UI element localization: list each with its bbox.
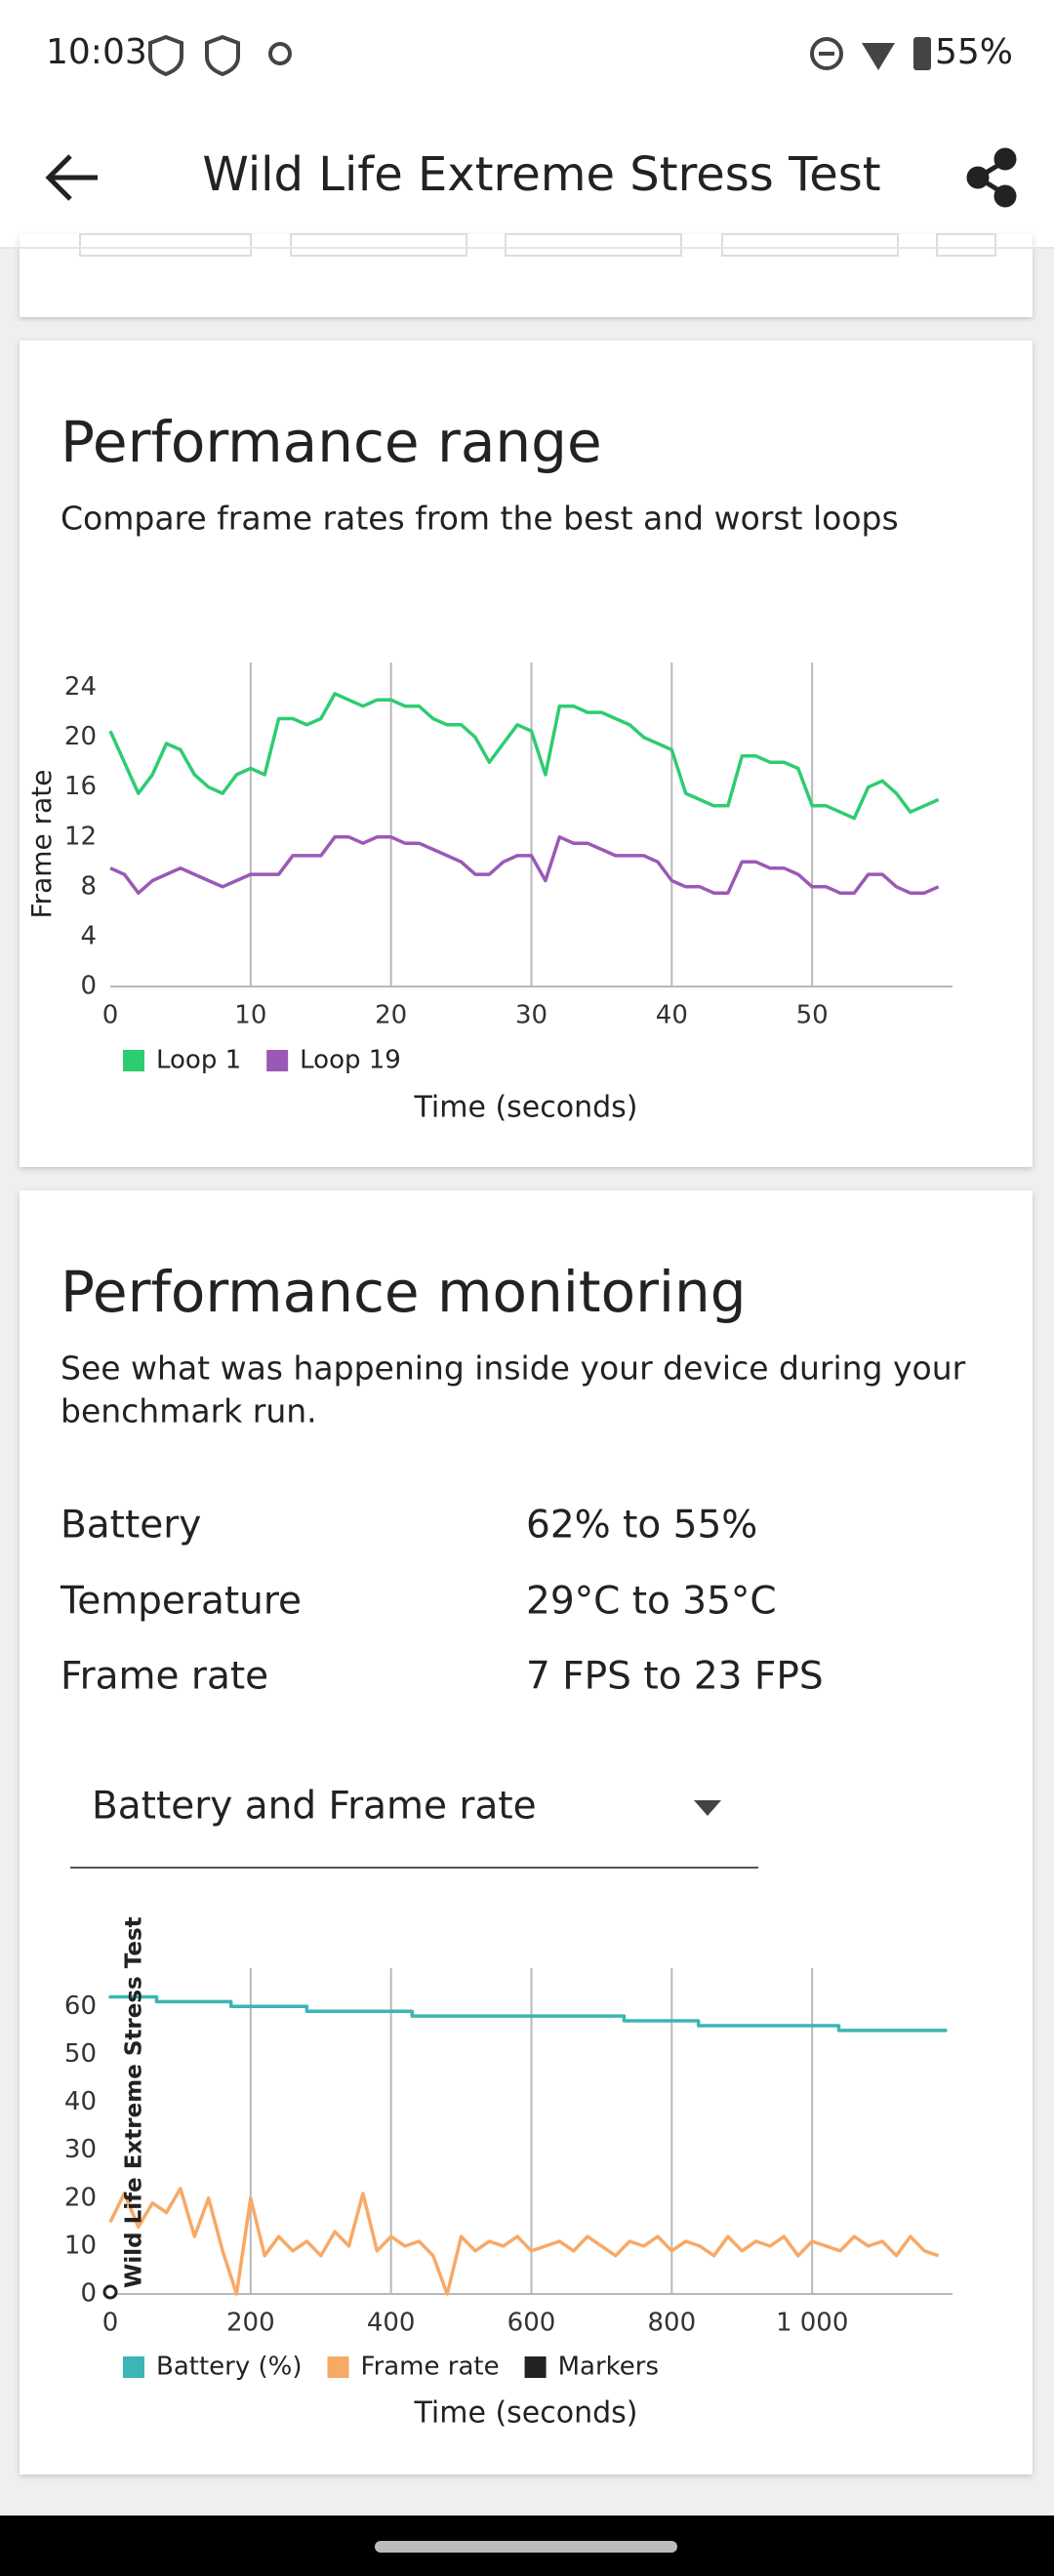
marker: [102, 2284, 118, 2300]
app-title: Wild Life Extreme Stress Test: [202, 147, 880, 202]
dropdown-arrow: [694, 1800, 721, 1816]
row-value: 7 FPS to 23 FPS: [526, 1655, 824, 1699]
y-tick-label: 0: [80, 972, 97, 1001]
y-tick-label: 50: [64, 2039, 97, 2069]
monitoring-title: Performance monitoring: [61, 1259, 747, 1325]
x-tick-label: 0: [102, 2309, 119, 2338]
legend-swatch: [524, 2356, 547, 2378]
dropdown-value: Battery and Frame rate: [92, 1785, 537, 1829]
row-value: 62% to 55%: [526, 1504, 757, 1548]
x-axis-label: Time (seconds): [414, 1091, 638, 1125]
monitoring-subtitle: See what was happening inside your devic…: [61, 1349, 966, 1388]
y-axis-label: Frame rate: [25, 769, 58, 918]
y-tick-label: 20: [64, 722, 97, 751]
x-axis-label: Time (seconds): [414, 2396, 638, 2431]
monitoring-subtitle: benchmark run.: [61, 1392, 317, 1430]
y-tick-label: 20: [64, 2183, 97, 2212]
charts: 0 10 20 30 40 50 0 4 8 12 16 20 24 Frame rate Loop 1 Lo…: [25, 663, 953, 2431]
x-tick-label: 50: [796, 1001, 829, 1030]
legend-swatch: [327, 2356, 349, 2378]
y-tick-label: 30: [64, 2135, 97, 2164]
range-title: Performance range: [61, 409, 602, 475]
x-tick-label: 10: [234, 1001, 266, 1030]
x-tick-label: 30: [515, 1001, 547, 1030]
y-tick-label: 8: [80, 871, 97, 901]
series-line: [109, 835, 940, 895]
marker-label: Wild Life Extreme Stress Test: [122, 1916, 147, 2288]
y-tick-label: 16: [64, 772, 97, 801]
home-pill[interactable]: [375, 2541, 677, 2553]
status-time: 10:03: [46, 32, 147, 72]
series-line: [108, 2187, 940, 2296]
status-icons: [148, 34, 843, 77]
wifi-icon: [862, 43, 895, 70]
y-tick-label: 4: [80, 921, 97, 950]
row-label: Battery: [61, 1504, 201, 1548]
range-subtitle: Compare frame rates from the best and wo…: [61, 500, 899, 538]
x-tick-label: 20: [375, 1001, 407, 1030]
top-bar-bg: [0, 0, 1054, 247]
legend-label: Frame rate: [361, 2353, 500, 2382]
y-tick-label: 12: [64, 822, 97, 851]
battery-icon: [913, 37, 931, 70]
tab-remnants: [79, 233, 996, 257]
legend-label: Loop 19: [300, 1046, 401, 1075]
legend-label: Loop 1: [156, 1046, 241, 1075]
y-tick-label: 10: [64, 2231, 97, 2260]
range-card: [20, 341, 1033, 1167]
app-bar-divider: [0, 247, 1054, 249]
row-label: Temperature: [60, 1580, 302, 1624]
row-label: Frame rate: [61, 1655, 268, 1699]
y-tick-label: 0: [80, 2279, 97, 2309]
chart: 0 200 400 600 800 1 000 0 10 20 30 40 50 60 Wild Life…: [64, 1916, 953, 2431]
series-line: [108, 692, 940, 821]
chart: 0 10 20 30 40 50 0 4 8 12 16 20 24 Frame rate Loop 1 Lo…: [25, 663, 953, 1125]
legend-swatch: [123, 2356, 144, 2378]
y-tick-label: 24: [64, 672, 97, 702]
dropdown[interactable]: Battery and Frame rate: [70, 1785, 758, 1869]
y-tick-label: 60: [64, 1992, 97, 2021]
x-tick-label: 800: [648, 2309, 697, 2338]
y-tick-label: 40: [64, 2087, 97, 2116]
x-tick-label: 1 000: [776, 2309, 848, 2338]
monitoring-card: [20, 1190, 1033, 2475]
x-tick-label: 40: [656, 1001, 688, 1030]
legend-label: Battery (%): [156, 2353, 303, 2382]
x-tick-label: 400: [367, 2309, 416, 2338]
x-tick-label: 200: [226, 2309, 275, 2338]
x-tick-label: 0: [102, 1001, 119, 1030]
status-battery: 55%: [935, 32, 1013, 72]
share-button[interactable]: [966, 147, 1017, 208]
back-button[interactable]: [45, 154, 98, 201]
legend-swatch: [123, 1050, 144, 1071]
x-tick-label: 600: [507, 2309, 556, 2338]
legend-label: Markers: [558, 2353, 659, 2382]
legend-swatch: [266, 1050, 289, 1071]
row-value: 29°C to 35°C: [526, 1580, 777, 1624]
